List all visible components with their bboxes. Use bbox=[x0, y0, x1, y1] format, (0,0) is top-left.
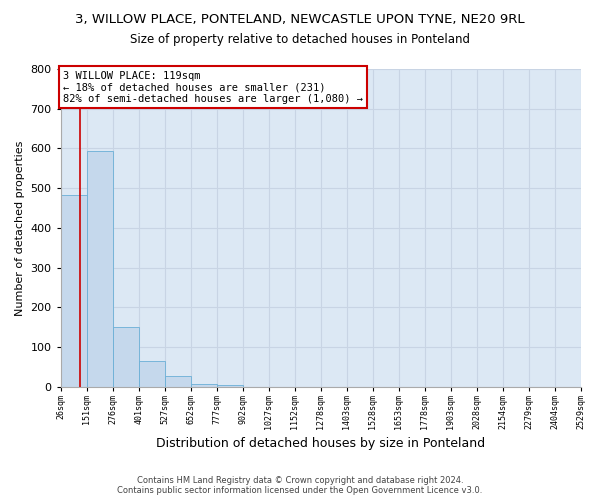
Bar bbox=[191, 384, 217, 386]
Bar bbox=[139, 361, 164, 386]
Bar bbox=[164, 376, 191, 386]
X-axis label: Distribution of detached houses by size in Ponteland: Distribution of detached houses by size … bbox=[156, 437, 485, 450]
Text: Contains HM Land Registry data © Crown copyright and database right 2024.
Contai: Contains HM Land Registry data © Crown c… bbox=[118, 476, 482, 495]
Text: 3, WILLOW PLACE, PONTELAND, NEWCASTLE UPON TYNE, NE20 9RL: 3, WILLOW PLACE, PONTELAND, NEWCASTLE UP… bbox=[75, 12, 525, 26]
Bar bbox=[217, 384, 242, 386]
Y-axis label: Number of detached properties: Number of detached properties bbox=[15, 140, 25, 316]
Bar bbox=[61, 195, 86, 386]
Bar bbox=[86, 151, 113, 386]
Text: Size of property relative to detached houses in Ponteland: Size of property relative to detached ho… bbox=[130, 32, 470, 46]
Bar bbox=[113, 327, 139, 386]
Text: 3 WILLOW PLACE: 119sqm
← 18% of detached houses are smaller (231)
82% of semi-de: 3 WILLOW PLACE: 119sqm ← 18% of detached… bbox=[63, 70, 363, 104]
